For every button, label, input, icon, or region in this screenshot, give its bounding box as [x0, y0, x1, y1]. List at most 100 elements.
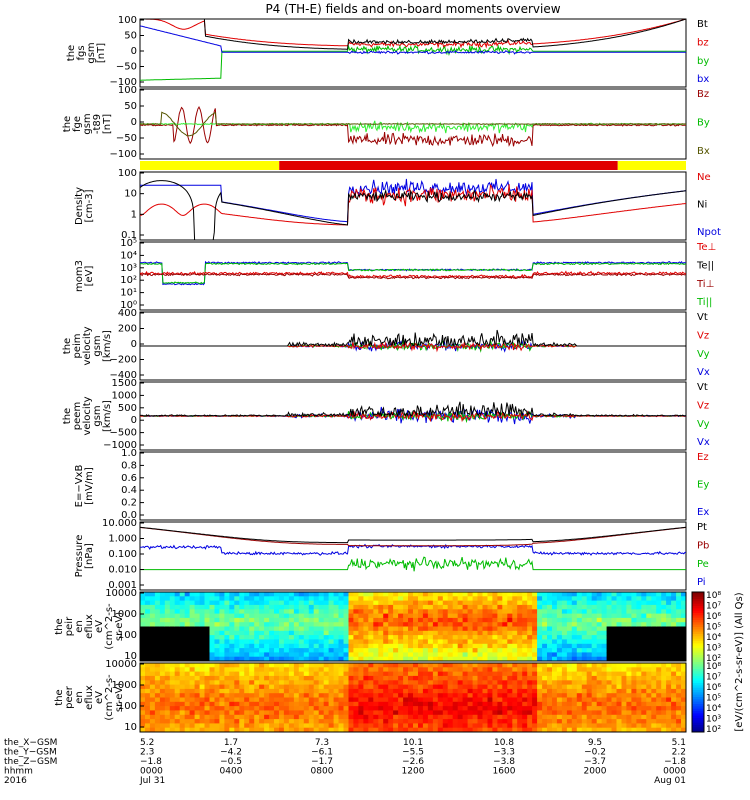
heatmap-cell — [422, 680, 429, 685]
heatmap-cell — [556, 710, 563, 716]
heatmap-cell — [576, 701, 583, 707]
heatmap-cell — [542, 643, 548, 649]
heatmap-cell — [328, 667, 334, 672]
heatmap-cell — [214, 656, 220, 662]
heatmap-cell — [497, 671, 503, 677]
heatmap-cell — [249, 652, 255, 658]
heatmap-cell — [269, 622, 275, 627]
heatmap-cell — [219, 706, 225, 711]
heatmap-cell — [403, 626, 409, 632]
heatmap-cell — [288, 693, 295, 698]
heatmap-cell — [229, 617, 235, 623]
heatmap-cell — [239, 719, 245, 724]
heatmap-cell — [398, 656, 404, 662]
heatmap-cell — [442, 706, 449, 711]
x-row-value: 1200 — [402, 767, 425, 777]
heatmap-cell — [313, 675, 320, 681]
heatmap-cell — [427, 652, 434, 658]
heatmap-cell — [254, 688, 260, 694]
heatmap-cell — [576, 723, 583, 729]
colorbar-label: [eV/(cm^2-s-sr-eV)] (All Qs) — [734, 592, 745, 731]
heatmap-cell — [447, 719, 454, 724]
heatmap-cell — [313, 626, 320, 632]
colorbar-swatch — [692, 680, 704, 684]
heatmap-cell — [611, 710, 617, 716]
heatmap-cell — [343, 723, 349, 729]
heatmap-cell — [214, 648, 220, 653]
heatmap-cell — [298, 613, 305, 619]
heatmap-cell — [283, 652, 290, 658]
heatmap-cell — [328, 723, 334, 729]
heatmap-cell — [447, 652, 454, 658]
heatmap-cell — [313, 622, 320, 627]
heatmap-cell — [383, 723, 389, 729]
heatmap-cell — [561, 675, 568, 681]
heatmap-cell — [209, 652, 215, 658]
heatmap-cell — [149, 613, 156, 619]
panel-frame — [139, 171, 687, 241]
colorbar-swatch — [692, 690, 704, 693]
heatmap-cell — [333, 688, 339, 694]
heatmap-cell — [353, 727, 359, 733]
heatmap-cell — [457, 635, 464, 640]
heatmap-cell — [561, 684, 568, 690]
heatmap-cell — [457, 719, 464, 724]
heatmap-cell — [234, 635, 240, 640]
heatmap-cell — [204, 671, 210, 677]
heatmap-cell — [149, 693, 156, 698]
heatmap-cell — [507, 714, 513, 720]
heatmap-cell — [532, 626, 538, 632]
heatmap-cell — [378, 727, 384, 733]
heatmap-cell — [403, 596, 409, 601]
heatmap-cell — [249, 688, 255, 694]
heatmap-cell — [318, 671, 325, 677]
heatmap-cell — [418, 622, 424, 627]
heatmap-cell — [641, 643, 647, 649]
heatmap-cell — [487, 727, 493, 733]
heatmap-cell — [169, 600, 176, 606]
heatmap-cell — [467, 635, 473, 640]
heatmap-cell — [348, 630, 354, 636]
heatmap-cell — [581, 714, 588, 720]
y-axis-label: [nPa] — [84, 543, 95, 569]
heatmap-cell — [542, 617, 548, 623]
heatmap-cell — [259, 688, 265, 694]
y-tick-label: 0.001 — [108, 580, 137, 591]
heatmap-cell — [591, 710, 598, 716]
heatmap-cell — [561, 688, 568, 694]
heatmap-cell — [348, 613, 354, 619]
heatmap-cell — [591, 706, 598, 711]
heatmap-cell — [611, 635, 617, 640]
heatmap-cell — [234, 622, 240, 627]
heatmap-cell — [581, 626, 588, 632]
heatmap-cell — [457, 663, 464, 668]
heatmap-cell — [338, 596, 344, 601]
heatmap-cell — [522, 592, 528, 597]
heatmap-cell — [427, 617, 434, 623]
heatmap-cell — [189, 626, 195, 632]
heatmap-cell — [656, 701, 662, 707]
heatmap-cell — [497, 680, 503, 685]
heatmap-cell — [576, 639, 583, 645]
heatmap-cell — [145, 639, 151, 645]
heatmap-cell — [145, 714, 151, 720]
heatmap-cell — [537, 622, 543, 627]
heatmap-cell — [457, 656, 464, 662]
heatmap-cell — [209, 727, 215, 733]
legend-entry: Ni — [697, 200, 707, 211]
heatmap-cell — [418, 626, 424, 632]
heatmap-cell — [145, 727, 151, 733]
heatmap-cell — [482, 667, 488, 672]
heatmap-cell — [179, 693, 186, 698]
heatmap-cell — [149, 684, 156, 690]
heatmap-cell — [149, 630, 156, 636]
colorbar-swatch — [692, 725, 704, 728]
heatmap-cell — [467, 604, 473, 610]
heatmap-cell — [472, 680, 478, 685]
heatmap-cell — [666, 710, 672, 716]
heatmap-cell — [363, 600, 369, 606]
heatmap-cell — [184, 680, 191, 685]
heatmap-cell — [492, 706, 498, 711]
heatmap-cell — [363, 701, 369, 707]
